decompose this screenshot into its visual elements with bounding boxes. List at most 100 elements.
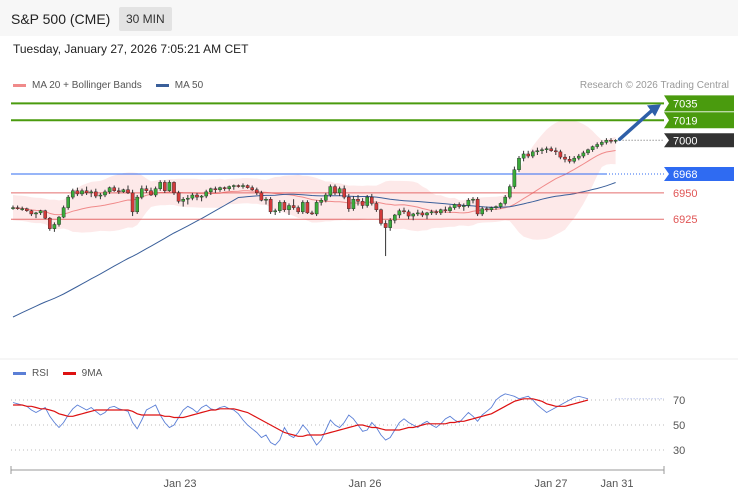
candle-body [572, 157, 576, 162]
candle [301, 200, 305, 214]
candle-body [540, 149, 544, 151]
candle-body [452, 204, 457, 208]
candle [75, 187, 80, 197]
candle-body [38, 210, 43, 214]
instrument-title: S&P 500 (CME) [11, 11, 111, 27]
candle [278, 200, 282, 213]
candle-body [526, 153, 530, 157]
candle-body [218, 187, 222, 190]
candle-body [388, 220, 393, 228]
candle [296, 205, 301, 214]
candle-body [420, 212, 425, 216]
candle-body [558, 151, 563, 158]
candle [11, 205, 15, 210]
candle-body [273, 210, 278, 213]
candle [204, 189, 209, 199]
candle [475, 197, 480, 217]
candle [333, 184, 337, 195]
candle-body [383, 223, 388, 228]
candle [213, 186, 218, 193]
forecast-arrow-shaft [617, 108, 654, 142]
candle [388, 218, 393, 231]
candle [328, 184, 333, 198]
candle [34, 211, 38, 219]
candle-body [581, 152, 586, 157]
candle [222, 186, 227, 191]
legend-label-ma50: MA 50 [174, 80, 204, 91]
candle [397, 208, 402, 219]
candle-body [503, 196, 508, 204]
rsi-tick-label: 50 [673, 420, 685, 432]
candle [273, 208, 278, 215]
legend-label-bollinger: MA 20 + Bollinger Bands [32, 80, 142, 91]
candle-body [231, 185, 236, 187]
candle-body [139, 188, 144, 198]
candle [176, 190, 181, 204]
candle [503, 195, 508, 206]
legend-item-9ma: 9MA [62, 368, 102, 379]
candle [462, 203, 466, 211]
candle-body [75, 190, 80, 195]
candle-body [176, 192, 181, 202]
candle-body [531, 151, 535, 157]
candle-body [457, 204, 462, 207]
candle-body [236, 185, 241, 187]
candle [512, 166, 517, 189]
candle-body [172, 182, 176, 194]
candle-body [254, 189, 259, 194]
candle-body [480, 208, 485, 215]
candle [93, 188, 98, 199]
candle [245, 184, 250, 189]
candle-body [397, 210, 402, 216]
candle [199, 195, 204, 202]
candle [185, 195, 190, 205]
candle [613, 139, 618, 144]
candle [130, 189, 135, 217]
candle [231, 184, 236, 190]
candle [195, 192, 199, 201]
candle-body [563, 156, 567, 160]
candle-body [462, 205, 466, 207]
target-label: 7035 [673, 98, 697, 110]
interval-button[interactable]: 30 MIN [119, 7, 172, 31]
candle [121, 188, 126, 193]
candle [43, 209, 47, 220]
candle-body [416, 212, 420, 215]
ma50-swatch-icon [155, 84, 169, 87]
candle-body [135, 196, 140, 213]
candle-body [425, 212, 429, 216]
candle-body [494, 206, 498, 208]
candle [337, 186, 342, 197]
candle-body [360, 201, 365, 206]
candle [25, 207, 29, 212]
candle-body [190, 194, 195, 199]
candle [139, 185, 144, 200]
candle-body [567, 159, 572, 162]
candle-body [57, 216, 61, 225]
datetime-label: Tuesday, January 27, 2026 7:05:21 AM CET [13, 42, 249, 56]
candle-body [485, 208, 489, 210]
candle [351, 196, 356, 211]
candle [254, 187, 259, 195]
candle-body [508, 186, 512, 198]
candle-body [121, 189, 126, 193]
candle [250, 185, 255, 191]
candle-body [324, 194, 328, 201]
candle-body [549, 148, 553, 151]
candle [172, 181, 176, 195]
candle-body [103, 191, 107, 196]
candle [149, 187, 153, 197]
candle-body [301, 202, 305, 213]
candle-body [439, 209, 443, 214]
candle [116, 187, 121, 194]
x-tick-label: Jan 27 [534, 478, 567, 490]
candle-body [498, 203, 503, 207]
candle-body [52, 224, 57, 229]
candle [84, 186, 89, 195]
candle [162, 180, 167, 193]
target-tag [664, 95, 734, 112]
candle-body [144, 188, 149, 191]
candle [411, 212, 416, 221]
candle [167, 180, 172, 192]
candle [144, 185, 149, 193]
